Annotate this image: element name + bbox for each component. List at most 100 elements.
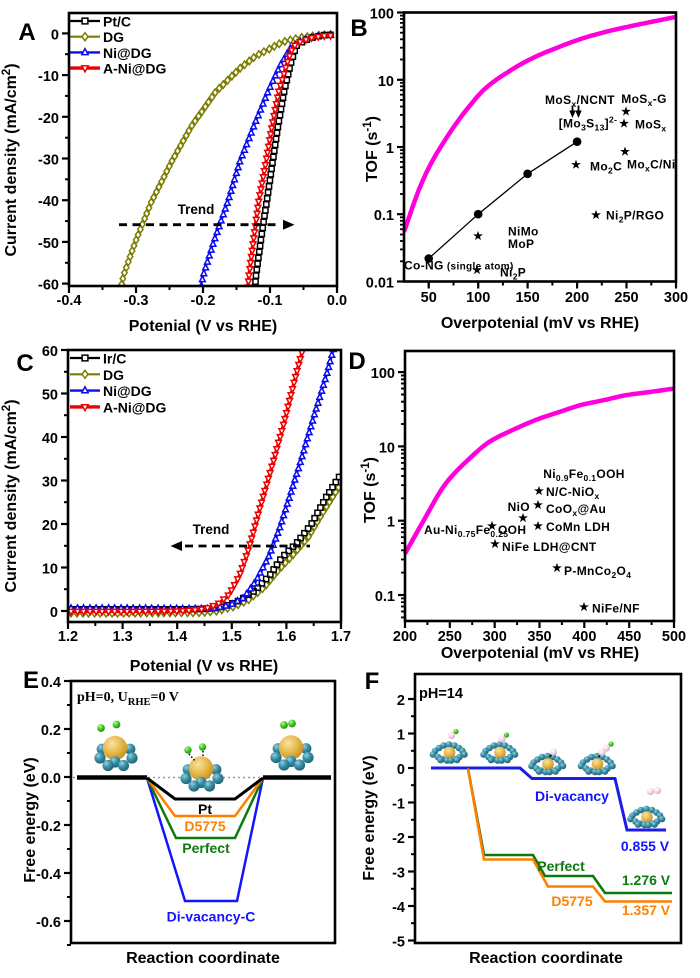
svg-text:DG: DG — [103, 29, 124, 45]
svg-text:300: 300 — [483, 629, 507, 645]
svg-text:1.5: 1.5 — [222, 629, 242, 645]
svg-text:50: 50 — [42, 388, 58, 404]
svg-text:MoSx/NCNT: MoSx/NCNT — [545, 93, 615, 109]
svg-text:0.2: 0.2 — [41, 723, 61, 739]
svg-text:1.2: 1.2 — [58, 629, 78, 645]
svg-text:Ni2P: Ni2P — [500, 266, 526, 282]
svg-text:Overpotenial (mV vs RHE): Overpotenial (mV vs RHE) — [441, 645, 639, 662]
svg-text:-0.6: -0.6 — [36, 915, 61, 931]
svg-text:0: 0 — [51, 27, 59, 43]
svg-text:E: E — [23, 667, 39, 694]
svg-text:TOF (s-1): TOF (s-1) — [362, 116, 381, 182]
svg-text:1: 1 — [386, 141, 394, 157]
svg-text:1.3: 1.3 — [113, 629, 133, 645]
svg-text:-10: -10 — [38, 69, 59, 85]
svg-text:Reaction coordinate: Reaction coordinate — [126, 950, 280, 967]
svg-text:NiFe LDH@CNT: NiFe LDH@CNT — [502, 540, 597, 554]
svg-text:Ni@DG: Ni@DG — [103, 45, 152, 61]
svg-text:1.357 V: 1.357 V — [622, 902, 671, 918]
svg-text:TOF (s-1): TOF (s-1) — [360, 457, 379, 523]
svg-text:10: 10 — [378, 74, 394, 90]
svg-text:2: 2 — [397, 693, 405, 709]
svg-text:pH=0, URHE=0 V: pH=0, URHE=0 V — [77, 690, 179, 708]
svg-text:60: 60 — [42, 344, 58, 360]
svg-text:OOH: OOH — [498, 523, 526, 537]
svg-text:-5: -5 — [392, 935, 405, 951]
svg-text:[Mo3S13]2-: [Mo3S13]2- — [559, 115, 618, 133]
svg-text:Pt/C: Pt/C — [103, 14, 131, 30]
svg-text:CoOx@Au: CoOx@Au — [546, 502, 606, 518]
svg-text:Perfect: Perfect — [182, 840, 230, 856]
svg-text:Perfect: Perfect — [537, 858, 585, 874]
svg-text:10: 10 — [42, 562, 58, 578]
svg-text:40: 40 — [42, 431, 58, 447]
svg-text:Di-vacancy: Di-vacancy — [535, 788, 609, 804]
svg-text:-30: -30 — [38, 153, 59, 169]
svg-text:-2: -2 — [392, 831, 405, 847]
svg-text:450: 450 — [617, 629, 641, 645]
svg-text:0.0: 0.0 — [41, 771, 61, 787]
svg-text:MoSx-G: MoSx-G — [621, 92, 667, 108]
svg-text:NiMo: NiMo — [508, 225, 539, 239]
svg-text:-0.4: -0.4 — [36, 867, 61, 883]
svg-text:pH=14: pH=14 — [419, 686, 463, 702]
svg-text:-3: -3 — [392, 866, 405, 882]
svg-text:-1: -1 — [392, 797, 405, 813]
svg-text:Potenial (V vs RHE): Potenial (V vs RHE) — [130, 658, 278, 675]
svg-text:Au-Ni0.75Fe0.25: Au-Ni0.75Fe0.25 — [424, 523, 508, 539]
svg-text:-40: -40 — [38, 194, 59, 210]
svg-text:100: 100 — [371, 366, 395, 382]
svg-text:30: 30 — [42, 475, 58, 491]
svg-text:350: 350 — [527, 629, 551, 645]
svg-text:400: 400 — [572, 629, 596, 645]
svg-text:Overpotenial (mV vs RHE): Overpotenial (mV vs RHE) — [441, 315, 639, 332]
svg-text:150: 150 — [515, 290, 539, 306]
svg-text:Potenial (V vs RHE): Potenial (V vs RHE) — [129, 318, 277, 335]
svg-text:Free energy (eV): Free energy (eV) — [22, 757, 39, 882]
svg-text:A-Ni@DG: A-Ni@DG — [103, 61, 167, 77]
svg-text:0: 0 — [397, 762, 405, 778]
svg-text:10: 10 — [379, 440, 395, 456]
svg-text:Co-NG (single atom): Co-NG (single atom) — [404, 259, 514, 273]
svg-text:DG: DG — [103, 367, 124, 383]
svg-text:Current density (mA/cm2): Current density (mA/cm2) — [1, 399, 20, 592]
svg-text:Current density (mA/cm2): Current density (mA/cm2) — [1, 63, 20, 256]
svg-text:-0.2: -0.2 — [191, 293, 216, 309]
svg-text:0.01: 0.01 — [366, 276, 394, 292]
svg-text:1: 1 — [397, 728, 405, 744]
svg-text:1.7: 1.7 — [331, 629, 351, 645]
svg-text:100: 100 — [466, 290, 490, 306]
svg-text:250: 250 — [438, 629, 462, 645]
svg-text:Free energy (eV): Free energy (eV) — [361, 755, 378, 880]
svg-text:1: 1 — [387, 515, 395, 531]
svg-text:-20: -20 — [38, 111, 59, 127]
svg-text:-0.4: -0.4 — [57, 293, 82, 309]
svg-text:300: 300 — [664, 290, 688, 306]
svg-text:D: D — [348, 348, 365, 375]
svg-text:1.276 V: 1.276 V — [622, 872, 671, 888]
svg-text:Pt: Pt — [198, 801, 212, 817]
svg-text:100: 100 — [370, 7, 394, 23]
svg-text:0.855 V: 0.855 V — [621, 838, 670, 854]
svg-text:0.1: 0.1 — [375, 589, 395, 605]
svg-text:F: F — [365, 668, 380, 695]
svg-text:Ni2P/RGO: Ni2P/RGO — [606, 209, 664, 225]
svg-text:N/C-NiOx: N/C-NiOx — [546, 485, 600, 501]
svg-text:-0.1: -0.1 — [258, 293, 283, 309]
svg-text:B: B — [350, 15, 367, 42]
svg-text:500: 500 — [662, 629, 686, 645]
svg-text:-0.3: -0.3 — [124, 293, 149, 309]
svg-text:Reaction coordinate: Reaction coordinate — [469, 950, 623, 967]
svg-text:0.1: 0.1 — [374, 208, 394, 224]
svg-text:-0.2: -0.2 — [36, 819, 61, 835]
svg-text:1.4: 1.4 — [167, 629, 187, 645]
svg-text:Di-vacancy-C: Di-vacancy-C — [167, 909, 256, 925]
svg-text:NiFe/NF: NiFe/NF — [592, 602, 640, 616]
svg-text:0: 0 — [50, 605, 58, 621]
svg-text:Ni@DG: Ni@DG — [103, 383, 152, 399]
svg-text:20: 20 — [42, 518, 58, 534]
svg-text:NiO: NiO — [508, 500, 530, 514]
svg-text:A-Ni@DG: A-Ni@DG — [103, 399, 167, 415]
svg-text:200: 200 — [393, 629, 417, 645]
svg-text:Trend: Trend — [193, 522, 230, 537]
